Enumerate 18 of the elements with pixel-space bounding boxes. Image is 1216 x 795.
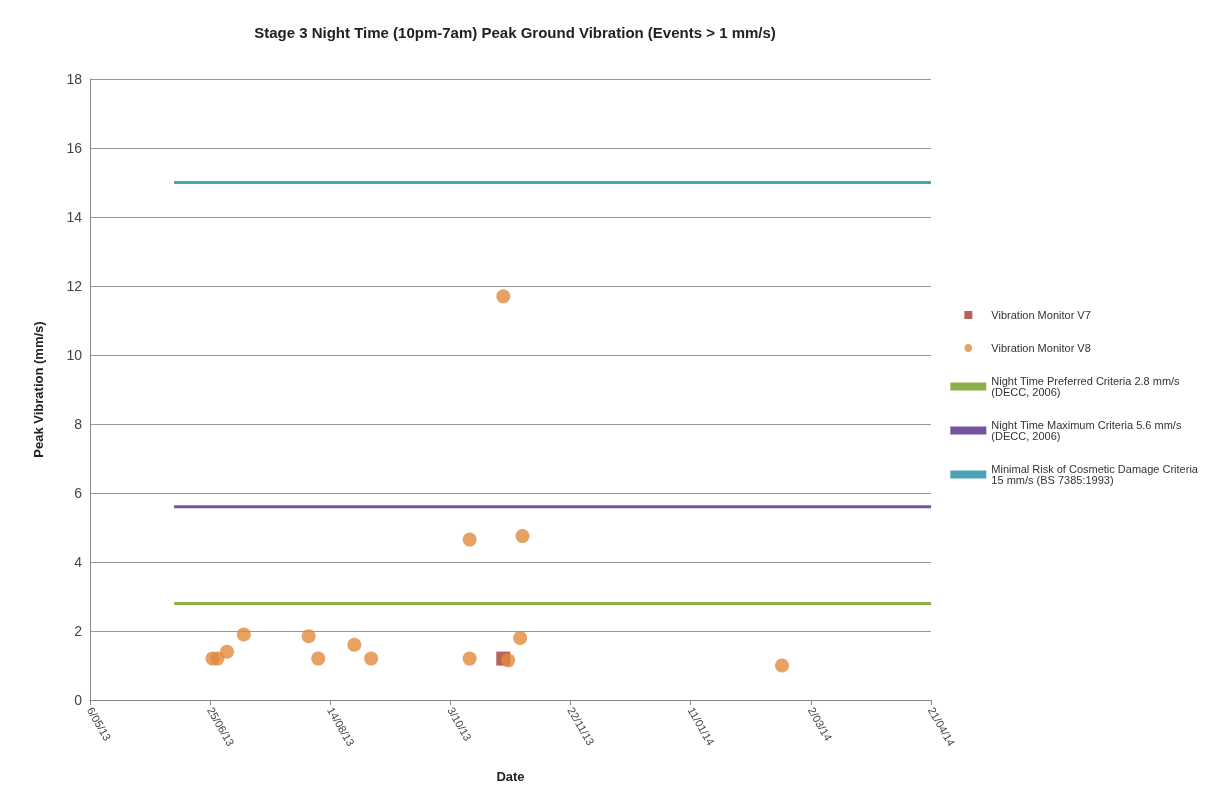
y-tick-label: 4 [74, 554, 83, 570]
legend-label: Night Time Maximum Criteria 5.6 mm/s (DECC, 2006) [991, 419, 1185, 442]
y-tick-label: 6 [74, 485, 83, 501]
y-tick-label: 0 [74, 692, 83, 708]
legend-label: Night Time Preferred Criteria 2.8 mm/s (DECC, 2006) [991, 375, 1183, 398]
y-tick-label: 2 [74, 623, 83, 639]
y-axis-title: Peak Vibration (mm/s) [31, 321, 46, 458]
legend-label: Vibration Monitor V8 [991, 342, 1091, 354]
x-axis-title: Date [496, 769, 525, 784]
y-tick-label: 8 [74, 416, 83, 432]
legend-label: Minimal Risk of Cosmetic Damage Criteria 15 mm/s (BS 7385:1993) [991, 463, 1202, 486]
y-tick-label: 14 [66, 209, 83, 225]
y-tick-label: 12 [66, 278, 83, 294]
chart-title: Stage 3 Night Time (10pm-7am) Peak Ground Vibration (Events > 1 mm/s) [254, 24, 776, 41]
y-tick-label: 16 [66, 140, 83, 156]
y-tick-label: 10 [66, 347, 83, 363]
legend-label: Vibration Monitor V7 [991, 309, 1091, 321]
y-tick-label: 18 [66, 71, 83, 87]
